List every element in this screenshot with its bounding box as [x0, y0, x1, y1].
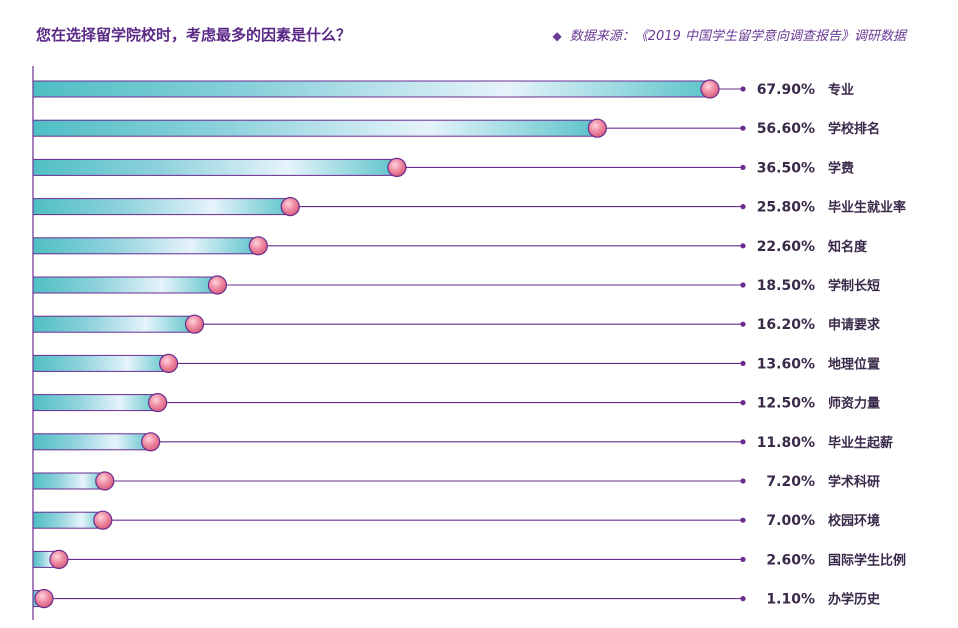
category-label: 国际学生比例 — [828, 552, 906, 568]
leader-end-dot — [740, 400, 746, 406]
value-label: 7.00% — [766, 513, 815, 529]
bar-end-marker — [141, 432, 161, 452]
source-note: ◆ 数据来源：《2019 中国学生留学意向调查报告》调研数据 — [553, 25, 906, 44]
bar — [32, 433, 152, 451]
leader-end-dot — [740, 478, 746, 484]
bar-end-marker — [700, 79, 720, 99]
leader-end-dot — [740, 164, 746, 170]
bar-end-marker — [587, 118, 607, 138]
value-label: 25.80% — [757, 200, 815, 216]
leader-end-dot — [740, 125, 746, 131]
bar — [32, 511, 104, 529]
category-label: 校园环境 — [828, 513, 880, 529]
bar-end-marker — [184, 314, 205, 334]
leader-end-dot — [740, 360, 746, 366]
diamond-icon: ◆ — [552, 29, 562, 43]
bar — [32, 198, 291, 216]
bar-end-marker — [49, 549, 69, 570]
bar-end-marker — [34, 588, 54, 609]
value-label: 13.60% — [757, 356, 815, 372]
category-label: 办学历史 — [828, 592, 881, 608]
bar-end-marker — [148, 393, 168, 413]
category-label: 专业 — [828, 82, 854, 98]
chart-title: 您在选择留学院校时，考虑最多的因素是什么？ — [36, 26, 352, 44]
leader-end-dot — [740, 243, 746, 249]
bar-end-marker — [158, 353, 179, 373]
bar — [32, 119, 598, 137]
source-text: 数据来源：《2019 中国学生留学意向调查报告》调研数据 — [569, 29, 906, 44]
value-label: 18.50% — [757, 278, 815, 294]
value-label: 11.80% — [757, 435, 815, 451]
leader-end-dot — [740, 282, 746, 288]
bar — [32, 315, 196, 333]
category-label: 学制长短 — [828, 278, 880, 294]
bar-end-marker — [95, 471, 115, 491]
bar-end-marker — [280, 197, 300, 217]
category-label: 地理位置 — [828, 356, 880, 372]
bar — [32, 158, 398, 176]
bar — [32, 237, 259, 255]
category-label: 学费 — [828, 160, 854, 176]
value-label: 12.50% — [757, 396, 815, 412]
value-label: 16.20% — [757, 317, 815, 333]
category-label: 知名度 — [828, 239, 868, 255]
leader-end-dot — [740, 86, 746, 92]
leader-end-dot — [740, 439, 746, 445]
bar-end-marker — [248, 236, 268, 256]
value-label: 22.60% — [757, 239, 815, 255]
leader-end-dot — [740, 556, 746, 563]
category-label: 毕业生就业率 — [828, 200, 906, 216]
bar — [32, 394, 159, 412]
value-label: 7.20% — [766, 474, 815, 490]
bar-end-marker — [387, 157, 407, 177]
value-label: 67.90% — [757, 82, 815, 98]
value-label: 1.10% — [766, 592, 815, 608]
leader-end-dot — [740, 204, 746, 210]
leader-end-dot — [740, 596, 746, 602]
value-label: 56.60% — [757, 121, 815, 137]
bar — [32, 276, 218, 294]
category-label: 申请要求 — [828, 317, 881, 333]
leader-end-dot — [740, 517, 746, 523]
category-label: 师资力量 — [828, 396, 880, 412]
bar-end-marker — [93, 510, 113, 530]
category-label: 毕业生起薪 — [828, 435, 893, 451]
bar-end-marker — [207, 275, 228, 295]
bar — [32, 354, 170, 372]
bar — [32, 472, 106, 490]
value-label: 36.50% — [757, 160, 815, 176]
leader-end-dot — [740, 321, 746, 327]
category-label: 学校排名 — [828, 121, 880, 137]
category-label: 学术科研 — [828, 474, 880, 490]
value-label: 2.60% — [766, 552, 815, 568]
bar — [32, 80, 711, 98]
